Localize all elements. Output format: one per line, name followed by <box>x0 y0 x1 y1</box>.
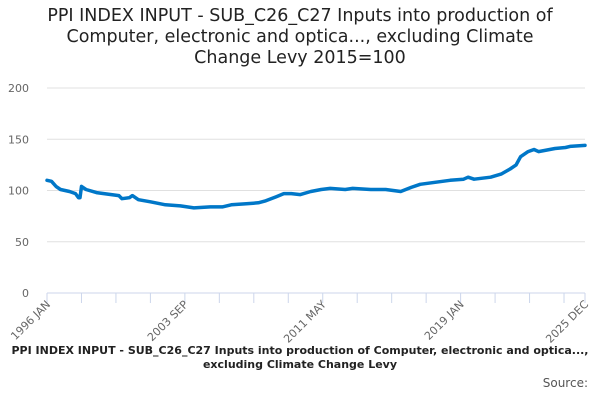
series-line <box>45 143 587 210</box>
title-line: PPI INDEX INPUT - SUB_C26_C27 Inputs int… <box>47 6 553 26</box>
title-line: Computer, electronic and optica..., excl… <box>66 27 534 47</box>
y-tick-label: 50 <box>15 236 29 249</box>
x-tick-label: 1996 JAN <box>8 298 53 343</box>
title-line: Change Levy 2015=100 <box>194 48 406 68</box>
series-legend-text: PPI INDEX INPUT - SUB_C26_C27 Inputs int… <box>11 344 589 371</box>
x-tick-label: 2025 DEC <box>543 298 591 346</box>
x-tick-label: 2003 SEP <box>145 298 191 344</box>
source-label: Source: <box>542 376 588 390</box>
x-tick-label: 2011 MAY <box>281 298 329 346</box>
x-tick-label: 2019 JAN <box>422 298 467 343</box>
y-tick-label: 150 <box>8 133 29 146</box>
chart-title: PPI INDEX INPUT - SUB_C26_C27 Inputs int… <box>0 6 600 69</box>
y-tick-label: 0 <box>22 287 29 300</box>
y-tick-label: 100 <box>8 185 29 198</box>
y-tick-label: 200 <box>8 82 29 95</box>
